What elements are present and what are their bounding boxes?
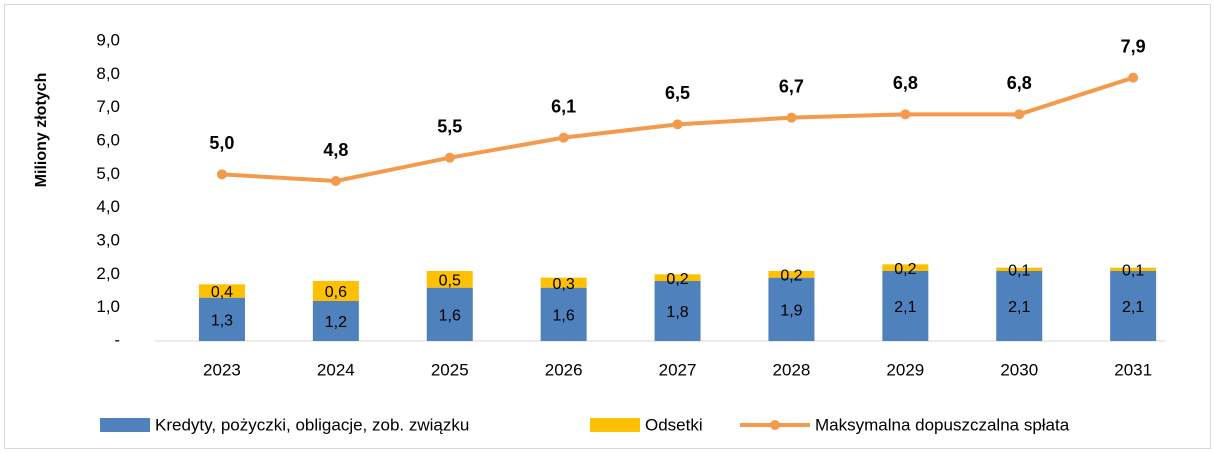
- data-label: 0,4: [211, 284, 233, 301]
- line-point: [672, 119, 683, 130]
- x-tick-label: 2023: [203, 360, 241, 379]
- bar-segment: [996, 267, 1043, 271]
- bar-segment: [426, 287, 473, 341]
- data-label: 7,9: [1121, 36, 1146, 56]
- legend-label: Odsetki: [645, 415, 703, 434]
- bar-segment: [1110, 271, 1157, 341]
- bar-segment: [882, 264, 929, 271]
- data-label: 5,5: [437, 116, 462, 136]
- bar-segment: [768, 277, 815, 341]
- line-point: [444, 152, 455, 163]
- y-tick-label: 7,0: [96, 97, 120, 116]
- x-tick-label: 2024: [317, 360, 355, 379]
- data-label: 5,0: [209, 133, 234, 153]
- bar-segment: [312, 301, 359, 341]
- bar-segment: [1110, 267, 1157, 271]
- data-label: 0,2: [780, 268, 802, 285]
- y-tick-label: 8,0: [96, 64, 120, 83]
- x-tick-label: 2027: [659, 360, 697, 379]
- data-label: 1,9: [780, 303, 802, 320]
- data-label: 0,3: [553, 276, 575, 293]
- data-label: 1,8: [666, 304, 688, 321]
- x-tick-label: 2028: [773, 360, 811, 379]
- data-label: 6,8: [893, 73, 918, 93]
- data-label: 0,2: [894, 261, 916, 278]
- data-label: 6,7: [779, 76, 804, 96]
- y-tick-label: 5,0: [96, 164, 120, 183]
- data-label: 0,5: [439, 273, 461, 290]
- data-label: 0,1: [1008, 263, 1030, 280]
- line-point: [1014, 109, 1025, 120]
- x-tick-label: 2026: [545, 360, 583, 379]
- legend-swatch: [590, 418, 640, 432]
- y-tick-label: -: [114, 330, 120, 349]
- y-tick-label: 4,0: [96, 197, 120, 216]
- x-tick-label: 2030: [1000, 360, 1038, 379]
- line-point: [786, 112, 797, 123]
- data-label: 6,8: [1007, 73, 1032, 93]
- line-point: [558, 132, 569, 143]
- bar-segment: [654, 281, 701, 341]
- data-label: 6,1: [551, 96, 576, 116]
- bar-segment: [768, 271, 815, 278]
- bar-segment: [996, 271, 1043, 341]
- line-point: [330, 176, 341, 186]
- y-tick-label: 3,0: [96, 230, 120, 249]
- bar-segment: [198, 284, 245, 298]
- bar-segment: [882, 271, 929, 341]
- bar-segment: [312, 281, 359, 301]
- y-axis-label: Miliony złotych: [33, 73, 50, 188]
- legend-swatch: [770, 420, 780, 430]
- data-label: 2,1: [1008, 299, 1030, 316]
- line-point: [900, 109, 911, 120]
- x-tick-label: 2031: [1114, 360, 1152, 379]
- data-label: 1,6: [439, 308, 461, 325]
- data-label: 0,2: [666, 271, 688, 288]
- bar-segment: [198, 297, 245, 341]
- data-label: 2,1: [894, 299, 916, 316]
- line-point: [216, 169, 227, 180]
- y-tick-label: 1,0: [96, 297, 120, 316]
- bar-segment: [654, 274, 701, 281]
- data-label: 1,2: [325, 314, 347, 331]
- bar-segment: [426, 271, 473, 288]
- legend-swatch: [100, 418, 150, 432]
- data-label: 0,1: [1122, 263, 1144, 280]
- y-tick-label: 9,0: [96, 30, 120, 49]
- line-point: [1128, 72, 1139, 83]
- data-label: 2,1: [1122, 299, 1144, 316]
- data-label: 1,3: [211, 313, 233, 330]
- data-label: 4,8: [323, 140, 348, 160]
- bar-segment: [540, 287, 587, 341]
- data-label: 0,6: [325, 284, 347, 301]
- y-tick-label: 2,0: [96, 264, 120, 283]
- x-tick-label: 2025: [431, 360, 469, 379]
- data-label: 1,6: [553, 308, 575, 325]
- legend-label: Kredyty, pożyczki, obligacje, zob. związ…: [155, 415, 469, 434]
- bar-segment: [540, 277, 587, 288]
- x-tick-label: 2029: [886, 360, 924, 379]
- legend-label: Maksymalna dopuszczalna spłata: [815, 415, 1070, 434]
- data-label: 6,5: [665, 83, 690, 103]
- chart-border: [4, 4, 1211, 449]
- y-tick-label: 6,0: [96, 130, 120, 149]
